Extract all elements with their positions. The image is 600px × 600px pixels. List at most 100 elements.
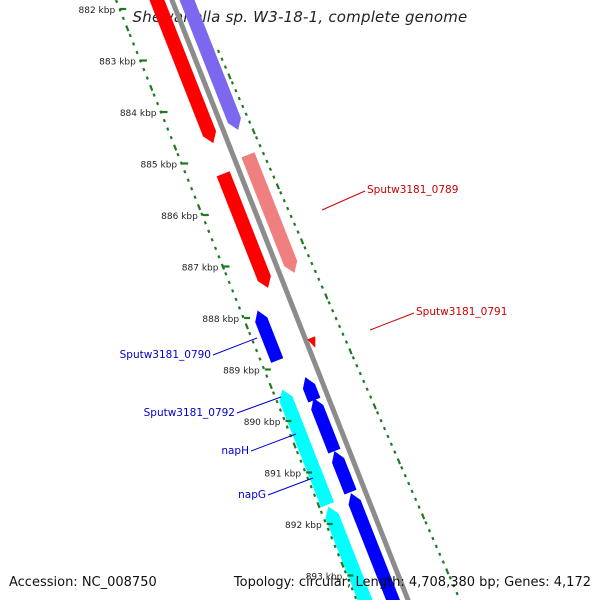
tick-dot (230, 81, 234, 85)
tick-dot (452, 583, 456, 588)
tick-dot (348, 348, 353, 355)
tick-dot (376, 411, 380, 415)
tick-dot (417, 505, 421, 509)
tick-dot (254, 348, 259, 353)
gene-arrow-blue (302, 377, 321, 403)
label-leader-line (369, 312, 415, 331)
tick-dot (279, 191, 283, 195)
tick-dot (135, 50, 139, 55)
tick-dot (424, 521, 428, 525)
tick-dot (203, 220, 207, 225)
tick-dot (299, 459, 303, 463)
label-leader-line (267, 477, 314, 496)
tick-dot (268, 382, 273, 390)
tick-dot (234, 297, 238, 302)
tick-dot (306, 476, 310, 480)
tick-dot (350, 587, 354, 591)
tick-dot (303, 246, 307, 250)
ruler-tick-label: 882 kbp (79, 6, 116, 16)
tick-dot (351, 356, 355, 360)
tick-dot (265, 159, 269, 164)
tick-dot (220, 57, 224, 62)
gene-labels: Sputw3181_0789 Sputw3181_0791 Sputw3181_07… (120, 184, 508, 501)
ruler-tick-label: 889 kbp (223, 367, 260, 377)
tick-dot (210, 237, 214, 242)
tick-dot (282, 416, 286, 421)
tick-dot (372, 403, 377, 410)
tick-dot (248, 331, 252, 336)
tick-dot (427, 528, 432, 533)
tick-dot (241, 104, 245, 109)
kbp-ruler: 882 kbp 883 kbp 884 kbp 885 kbp 886 kbp 887 k… (79, 6, 354, 583)
tick-dot (293, 222, 297, 227)
ruler-tick-label: 891 kbp (264, 470, 301, 480)
tick-dot (407, 481, 411, 486)
gene-label: napG (238, 489, 266, 501)
ruler-tick-label: 887 kbp (182, 264, 219, 274)
outer-tick-dots-left (114, 0, 358, 600)
gene-label: Sputw3181_0791 (416, 306, 507, 318)
ruler-tick-label: 893 kbp (306, 573, 343, 583)
gene-arrow-purple (179, 0, 241, 130)
tick-dot (355, 363, 359, 368)
tick-dot (441, 560, 445, 564)
tick-dot (326, 527, 330, 532)
tick-dot (302, 467, 306, 472)
tick-dot (183, 169, 187, 174)
gene-arrow-blue (311, 398, 341, 454)
tick-dot (382, 426, 387, 431)
tick-dot (261, 365, 265, 370)
tick-dot (286, 206, 290, 211)
tick-dot (258, 357, 262, 361)
tick-dot (155, 101, 160, 106)
tick-dot (431, 536, 435, 541)
tick-dot (237, 96, 241, 101)
tick-dot (193, 195, 197, 200)
tick-dot (396, 458, 401, 465)
tick-dot (227, 73, 232, 80)
tick-dot (455, 591, 459, 596)
tick-dot (258, 143, 262, 148)
tick-dot (265, 374, 269, 378)
ruler-tick-label: 884 kbp (120, 109, 157, 119)
outer-tick-dots-right (216, 49, 462, 600)
tick-dot (292, 442, 297, 449)
tick-dot (343, 570, 347, 574)
tick-dot (132, 42, 136, 46)
tick-dot (142, 67, 146, 72)
tick-dot (316, 501, 321, 509)
tick-dot (331, 308, 335, 313)
tick-dot (186, 178, 190, 182)
tick-dot (323, 518, 327, 523)
backbone-line (169, 0, 411, 600)
tick-dot (149, 84, 154, 92)
tick-dot (217, 255, 221, 259)
tick-dot (216, 49, 221, 54)
tick-dot (434, 544, 438, 549)
tick-dot (334, 316, 338, 321)
tick-dot (244, 323, 249, 330)
tick-dot (285, 425, 289, 429)
gene-arrow-red (149, 0, 217, 144)
tick-dot (306, 253, 311, 258)
tick-dot (224, 272, 228, 276)
gene-label: Sputw3181_0792 (144, 407, 235, 419)
tick-dot (176, 152, 180, 157)
tick-dot (190, 186, 194, 191)
tick-dot (125, 25, 130, 32)
tick-dot (414, 497, 418, 502)
tick-dot (337, 324, 342, 329)
ruler-tick-label: 883 kbp (99, 58, 136, 68)
tick-dot (261, 151, 266, 156)
tick-dot (138, 59, 143, 63)
gene-arrow-cyan (279, 389, 335, 508)
tick-dot (365, 387, 369, 392)
tick-dot (389, 442, 393, 447)
gene-arrow-blue (348, 493, 400, 600)
tick-dot (282, 198, 286, 203)
gene-arrow-red (216, 171, 271, 288)
tick-dot (296, 230, 300, 234)
tick-dot (295, 450, 300, 455)
tick-dot (159, 110, 163, 114)
